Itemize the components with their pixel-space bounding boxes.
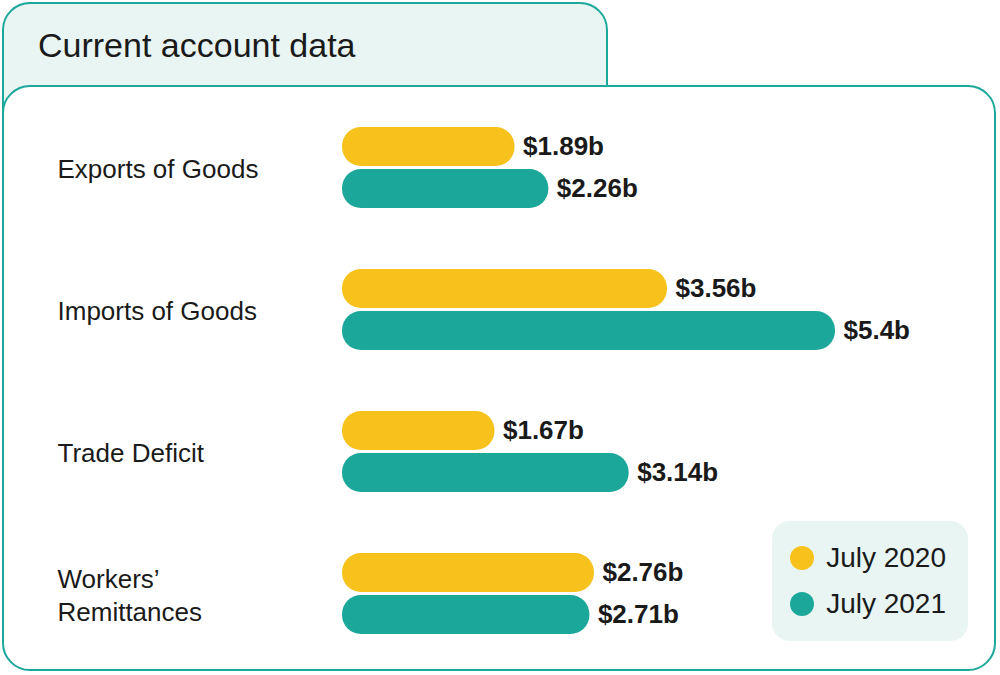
svg-text:$3.56b: $3.56b (676, 273, 757, 303)
svg-text:$2.26b: $2.26b (557, 173, 638, 203)
svg-text:$5.4b: $5.4b (844, 315, 911, 345)
svg-text:$1.67b: $1.67b (503, 415, 584, 445)
svg-text:Exports of Goods: Exports of Goods (58, 154, 259, 184)
html-text:July 2021: July 2021 (826, 588, 946, 619)
svg-text:Workers’Remittances: Workers’Remittances (58, 564, 203, 627)
html-text:Current account data: Current account data (38, 26, 356, 64)
svg-text:$1.89b: $1.89b (523, 131, 604, 161)
svg-text:$2.76b: $2.76b (602, 557, 683, 587)
svg-text:$2.71b: $2.71b (598, 599, 679, 629)
svg-text:Imports of Goods: Imports of Goods (58, 296, 257, 326)
svg-text:Trade Deficit: Trade Deficit (58, 438, 205, 468)
svg-text:$3.14b: $3.14b (637, 457, 718, 487)
html-text:July 2020: July 2020 (826, 542, 946, 573)
